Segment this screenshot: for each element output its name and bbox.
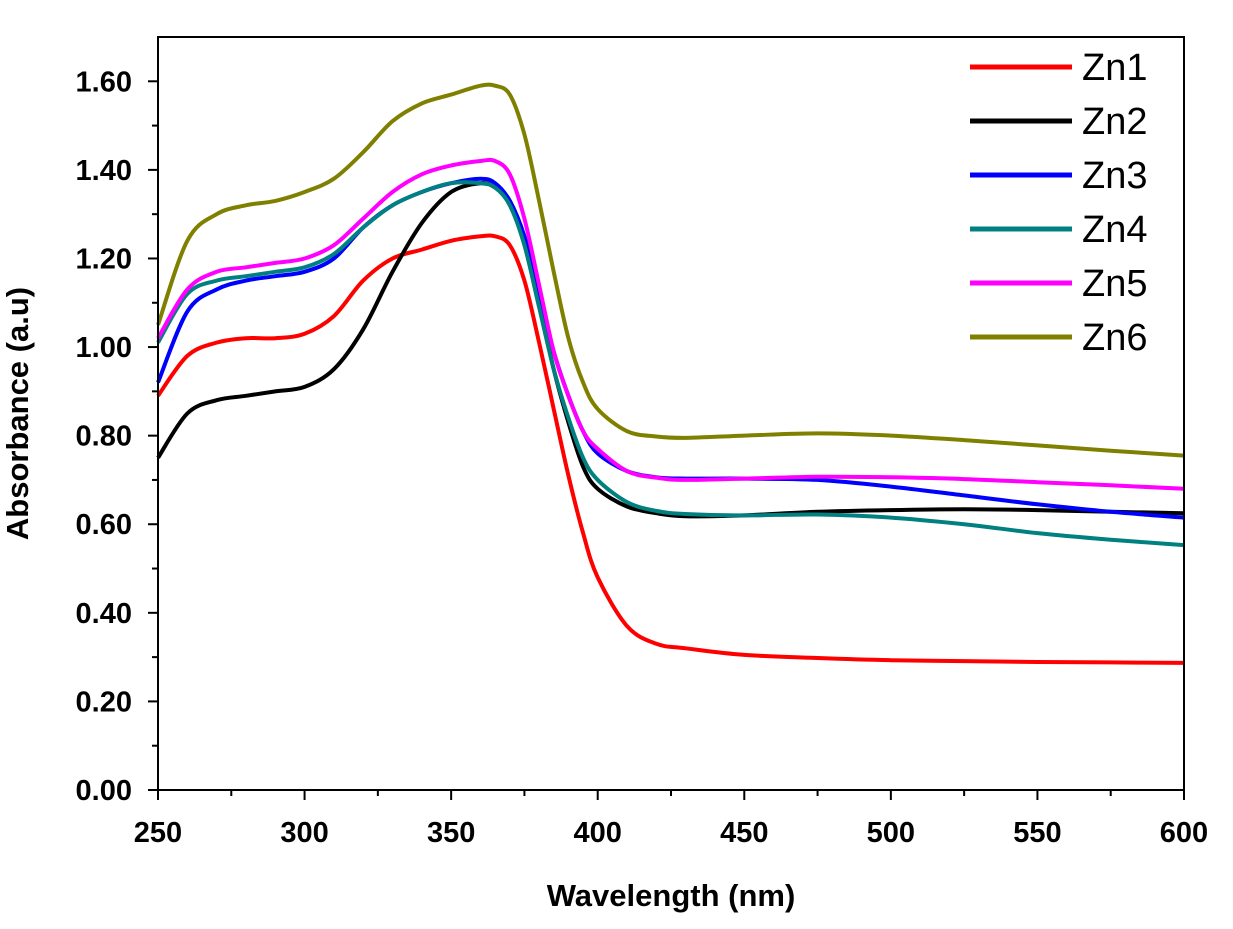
- series-line-zn4: [156, 180, 1185, 548]
- plot-frame: [157, 36, 1185, 791]
- y-tick-label: 1.20: [76, 243, 132, 275]
- legend-label-zn5: Zn5: [1082, 263, 1147, 305]
- series-line-zn3: [156, 176, 1185, 520]
- y-tick-label: 1.40: [76, 155, 132, 187]
- x-tick-label: 400: [574, 817, 622, 849]
- y-tick-label: 1.60: [76, 66, 132, 98]
- y-tick-label: 0.20: [76, 686, 132, 718]
- series-lines: [156, 82, 1185, 665]
- legend-label-zn3: Zn3: [1082, 155, 1147, 197]
- x-tick-label: 450: [720, 817, 768, 849]
- y-axis-ticks: 0.00 0.20 0.40 0.60 0.80 1.00 1.20 1.40 1.60: [76, 66, 158, 807]
- x-tick-label: 500: [867, 817, 915, 849]
- x-tick-label: 550: [1013, 817, 1061, 849]
- x-axis-ticks: 250 300 350 400 450 500 550 600: [134, 790, 1208, 849]
- series-line-zn2: [156, 181, 1185, 519]
- y-tick-label: 1.00: [76, 332, 132, 364]
- legend-label-zn6: Zn6: [1082, 317, 1147, 359]
- y-tick-label: 0.60: [76, 509, 132, 541]
- series-line-zn6: [156, 82, 1185, 458]
- legend-label-zn2: Zn2: [1082, 101, 1147, 143]
- x-tick-label: 250: [134, 817, 182, 849]
- y-axis-title: Absorbance (a.u): [0, 287, 35, 540]
- x-axis-title: Wavelength (nm): [547, 878, 796, 913]
- y-tick-label: 0.40: [76, 598, 132, 630]
- x-tick-label: 350: [427, 817, 475, 849]
- x-tick-label: 300: [280, 817, 328, 849]
- y-tick-label: 0.80: [76, 421, 132, 453]
- series-line-zn5: [156, 157, 1185, 491]
- series-line-zn1: [156, 233, 1185, 665]
- x-tick-label: 600: [1160, 817, 1208, 849]
- y-tick-label: 0.00: [76, 775, 132, 807]
- legend-label-zn4: Zn4: [1082, 209, 1147, 251]
- legend: Zn1 Zn2 Zn3 Zn4 Zn5 Zn6: [970, 47, 1147, 359]
- legend-label-zn1: Zn1: [1082, 47, 1147, 89]
